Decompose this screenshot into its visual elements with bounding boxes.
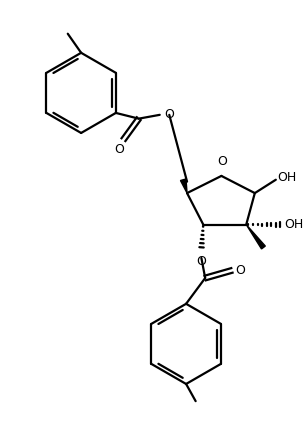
Text: OH: OH	[278, 172, 297, 184]
Text: O: O	[115, 143, 125, 156]
Text: OH: OH	[285, 218, 304, 231]
Text: O: O	[217, 155, 227, 168]
Polygon shape	[181, 179, 187, 193]
Text: O: O	[164, 108, 174, 121]
Polygon shape	[246, 225, 265, 249]
Text: O: O	[196, 255, 206, 268]
Text: O: O	[236, 264, 246, 277]
